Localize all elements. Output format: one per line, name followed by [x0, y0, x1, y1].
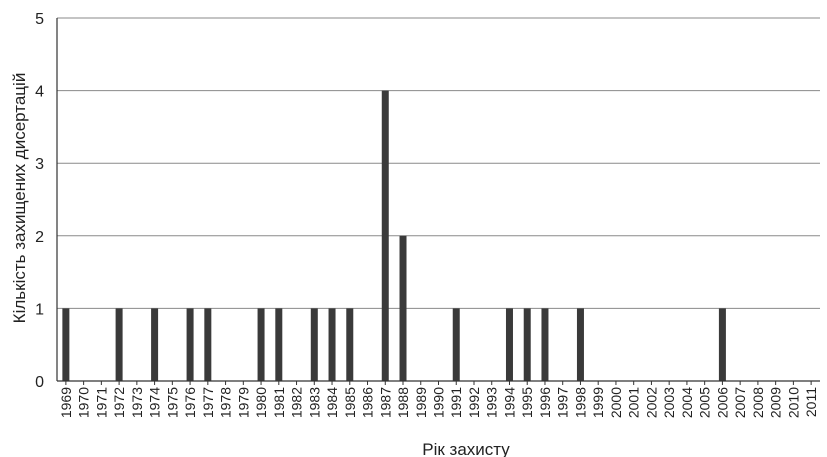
x-tick-label: 2008: [750, 387, 766, 418]
x-tick-label: 1978: [218, 387, 234, 418]
x-tick-label: 1971: [93, 387, 109, 418]
x-tick-label: 1979: [235, 387, 251, 418]
x-tick-label: 2002: [643, 387, 659, 418]
y-tick-label: 0: [35, 374, 44, 391]
bar-1981: [275, 308, 283, 381]
x-tick-label: 1990: [431, 387, 447, 418]
bar-1983: [310, 308, 318, 381]
y-tick-label: 3: [35, 156, 44, 173]
x-tick-label: 2004: [679, 387, 695, 418]
x-tick-label: 1994: [501, 387, 517, 418]
x-tick-label: 1974: [147, 387, 163, 418]
x-tick-label: 1976: [182, 387, 198, 418]
x-tick-label: 1993: [484, 387, 500, 418]
axes: [56, 18, 820, 385]
bar-1991: [452, 308, 460, 381]
x-tick-label: 1982: [289, 387, 305, 418]
x-tick-label: 2001: [626, 387, 642, 418]
x-tick-label: 1972: [111, 387, 127, 418]
x-tick-label: 1981: [271, 387, 287, 418]
x-tick-label: 1980: [253, 387, 269, 418]
bar-1972: [115, 308, 123, 381]
gridlines: [57, 17, 820, 309]
x-tick-label: 2007: [732, 387, 748, 418]
x-tick-label: 2005: [697, 387, 713, 418]
x-tick-label: 1987: [377, 387, 393, 418]
x-tick-label: 1975: [164, 387, 180, 418]
x-tick-label: 1986: [360, 387, 376, 418]
bar-1974: [151, 308, 159, 381]
x-tick-label: 2000: [608, 387, 624, 418]
bar-2006: [718, 308, 726, 381]
y-tick-label: 4: [35, 84, 44, 101]
y-tick-labels: 0 1 2 3 4 5: [35, 11, 44, 391]
x-tick-label: 1973: [129, 387, 145, 418]
x-tick-label: 1991: [448, 387, 464, 418]
x-tick-label: 1997: [555, 387, 571, 418]
x-tick-label: 1984: [324, 387, 340, 418]
x-tick-label: 2010: [785, 387, 801, 418]
bars: [62, 90, 726, 381]
x-tick-label: 1999: [590, 387, 606, 418]
bar-1969: [62, 308, 70, 381]
bar-1987: [381, 90, 389, 381]
bar-1996: [541, 308, 549, 381]
bar-1995: [523, 308, 531, 381]
x-tick-label: 1998: [572, 387, 588, 418]
x-tick-labels: 1969 1970 1971 1972 1973 1974 1975 1976 1977 1978…: [58, 387, 819, 418]
bar-1977: [204, 308, 212, 381]
x-tick-label: 1996: [537, 387, 553, 418]
bar-1988: [399, 235, 407, 381]
bar-1998: [576, 308, 584, 381]
x-tick-label: 2009: [768, 387, 784, 418]
bar-1976: [186, 308, 194, 381]
x-tick-label: 2011: [803, 387, 819, 417]
bar-1994: [505, 308, 513, 381]
y-tick-label: 1: [35, 301, 44, 318]
bar-1985: [346, 308, 354, 381]
x-tick-label: 1983: [306, 387, 322, 418]
y-axis-label: Кількість захищених дисертацій: [10, 73, 29, 324]
x-tick-label: 1992: [466, 387, 482, 418]
x-tick-label: 2006: [714, 387, 730, 418]
bar-1984: [328, 308, 336, 381]
bar-1980: [257, 308, 265, 381]
x-tick-label: 1970: [76, 387, 92, 418]
x-axis-label: Рік захисту: [422, 440, 510, 457]
x-tick-label: 1995: [519, 387, 535, 418]
x-tick-label: 1977: [200, 387, 216, 418]
x-tick-label: 1989: [413, 387, 429, 418]
x-tick-label: 1969: [58, 387, 74, 418]
x-tick-label: 1988: [395, 387, 411, 418]
y-tick-label: 5: [35, 11, 44, 28]
x-tick-label: 1985: [342, 387, 358, 418]
y-tick-label: 2: [35, 229, 44, 246]
x-tick-label: 2003: [661, 387, 677, 418]
